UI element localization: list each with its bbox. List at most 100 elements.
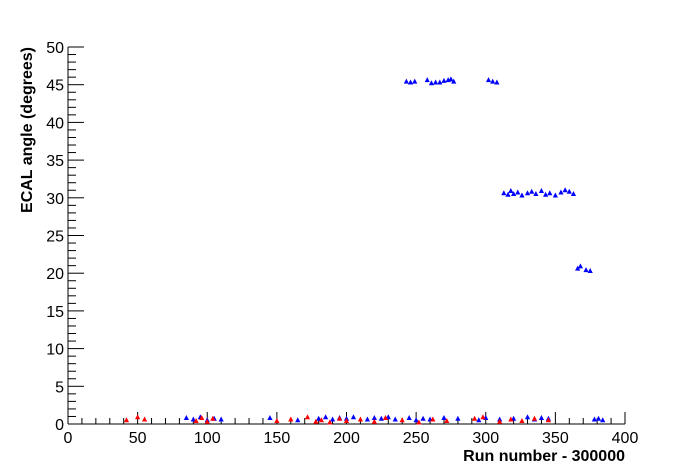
point [364, 416, 370, 422]
point [406, 414, 412, 420]
point [529, 188, 535, 194]
point [485, 77, 492, 83]
point [412, 78, 418, 84]
y-tick-label: 35 [46, 153, 64, 170]
point [433, 79, 439, 85]
x-tick-label: 400 [612, 430, 639, 447]
point [497, 418, 503, 424]
point [183, 414, 189, 420]
y-tick-label: 10 [46, 342, 64, 359]
x-tick-label: 300 [472, 430, 499, 447]
y-tick-label: 15 [46, 304, 64, 321]
point [323, 414, 329, 420]
point [444, 417, 450, 423]
point [575, 265, 581, 271]
x-axis-title: Run number - 300000 [463, 448, 625, 465]
point [218, 416, 224, 422]
point [350, 414, 357, 420]
point [371, 414, 377, 420]
point [524, 190, 531, 196]
point [591, 416, 597, 422]
point [476, 417, 482, 423]
y-tick-label: 25 [46, 229, 64, 246]
point [451, 78, 457, 84]
point [583, 267, 589, 273]
point [190, 416, 196, 422]
point [545, 417, 552, 423]
y-tick-label: 0 [55, 417, 64, 434]
point [480, 414, 486, 420]
point [135, 414, 141, 420]
point [494, 79, 500, 85]
point [600, 417, 606, 423]
point [141, 416, 148, 422]
point [378, 415, 384, 421]
y-tick-label: 30 [46, 191, 64, 208]
point [424, 77, 430, 83]
point [547, 190, 553, 196]
point [515, 189, 521, 195]
y-tick-label: 20 [46, 266, 64, 283]
point [519, 417, 525, 423]
point [533, 191, 539, 197]
point [407, 79, 414, 85]
point [552, 192, 558, 198]
point [304, 414, 311, 420]
point [441, 77, 447, 83]
point [371, 418, 377, 424]
x-tick-label: 150 [264, 430, 291, 447]
x-tick-label: 0 [64, 430, 73, 447]
point [357, 416, 364, 422]
point [437, 79, 443, 85]
point [329, 416, 336, 422]
x-tick-label: 100 [194, 430, 221, 447]
point [587, 267, 593, 273]
point [448, 76, 454, 82]
point [316, 415, 322, 421]
point [313, 418, 319, 424]
y-tick-label: 50 [46, 40, 64, 57]
point [428, 80, 435, 86]
point [490, 78, 496, 84]
point [288, 416, 294, 422]
y-tick-label: 40 [46, 115, 64, 132]
x-tick-label: 200 [333, 430, 360, 447]
point [193, 417, 199, 423]
point [558, 189, 564, 195]
point [318, 417, 325, 423]
x-tick-label: 250 [403, 430, 430, 447]
point [472, 415, 478, 421]
point [595, 415, 602, 421]
point [123, 417, 130, 423]
point [505, 191, 511, 197]
point [501, 190, 507, 196]
point [519, 192, 525, 198]
point [538, 188, 545, 194]
point [562, 187, 568, 193]
point [455, 415, 461, 421]
point [416, 419, 422, 425]
point [420, 415, 426, 421]
point [403, 78, 409, 84]
point [511, 191, 517, 197]
x-tick-label: 350 [542, 430, 569, 447]
point [566, 188, 572, 194]
point [430, 416, 436, 422]
point [343, 417, 350, 423]
point [524, 414, 531, 420]
point [274, 417, 280, 423]
point [399, 417, 405, 423]
point [413, 417, 419, 423]
point [295, 417, 301, 423]
point [204, 418, 210, 424]
point [441, 414, 447, 420]
y-tick-label: 5 [55, 379, 64, 396]
point [538, 414, 545, 420]
point [336, 415, 343, 421]
point [508, 188, 514, 194]
point [531, 415, 538, 421]
y-axis-title: ECAL angle (degrees) [19, 47, 36, 213]
point [392, 416, 398, 422]
point [267, 414, 273, 420]
